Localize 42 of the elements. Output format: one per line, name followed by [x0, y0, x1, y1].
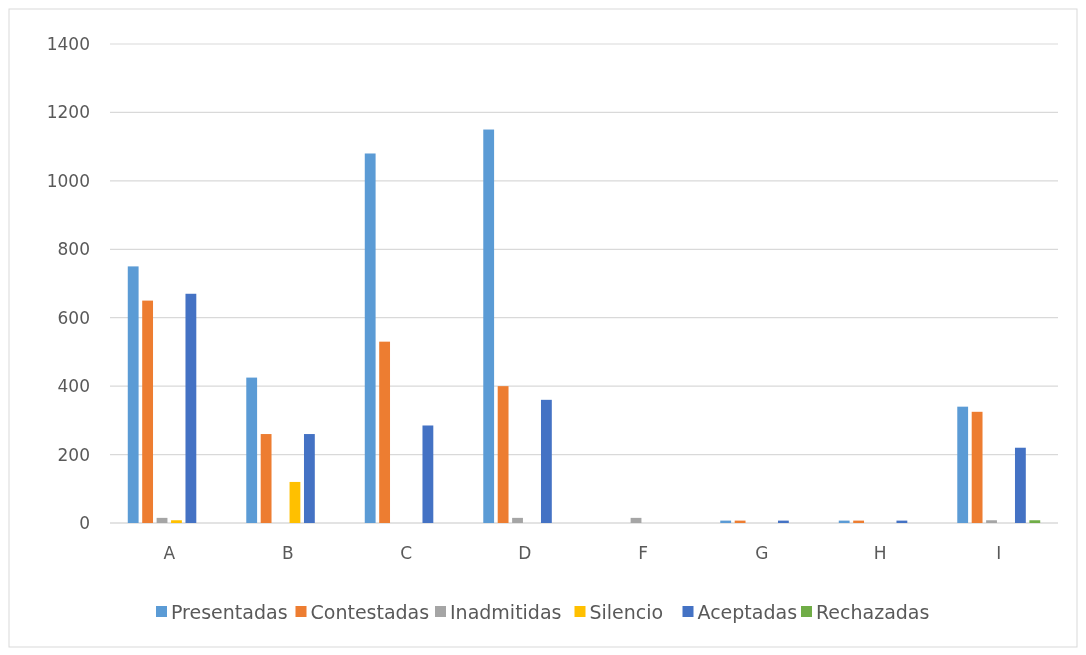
bar — [1014, 447, 1026, 523]
bar — [364, 153, 376, 523]
legend-label: Rechazadas — [816, 600, 930, 623]
x-tick-label: G — [755, 543, 769, 563]
bar — [540, 399, 552, 523]
x-tick-label: I — [996, 543, 1002, 563]
bar — [260, 434, 272, 523]
legend-label: Silencio — [589, 600, 664, 623]
bar — [957, 406, 969, 523]
x-tick-label: F — [638, 543, 649, 563]
legend-label: Contestadas — [310, 600, 430, 623]
bar — [512, 517, 523, 523]
x-tick-label: C — [400, 543, 413, 563]
bar — [379, 341, 391, 523]
x-tick-label: B — [281, 543, 294, 563]
y-tick-label: 1200 — [46, 102, 90, 123]
y-tick-label: 200 — [57, 444, 90, 465]
bar — [971, 411, 983, 523]
x-tick-label: H — [873, 543, 887, 563]
x-tick-label: A — [163, 543, 176, 563]
legend-label: Aceptadas — [697, 600, 798, 623]
bar — [127, 266, 139, 523]
y-tick-label: 0 — [79, 512, 90, 533]
legend-label: Presentadas — [171, 600, 288, 623]
y-tick-label: 600 — [57, 307, 90, 328]
bar — [171, 520, 182, 523]
bar — [986, 520, 997, 523]
x-tick-label: D — [518, 543, 532, 563]
bar — [246, 377, 258, 523]
y-tick-label: 1400 — [46, 33, 90, 54]
bar — [185, 293, 197, 523]
legend-label: Inadmitidas — [450, 600, 562, 623]
bar — [289, 481, 301, 523]
bar — [1029, 520, 1041, 523]
bar — [483, 129, 495, 523]
bar — [303, 434, 315, 523]
y-tick-label: 1000 — [46, 170, 90, 191]
bar — [142, 300, 154, 523]
bar — [497, 386, 509, 523]
bar — [422, 425, 434, 523]
y-tick-label: 800 — [57, 239, 90, 260]
y-tick-label: 400 — [57, 376, 90, 397]
